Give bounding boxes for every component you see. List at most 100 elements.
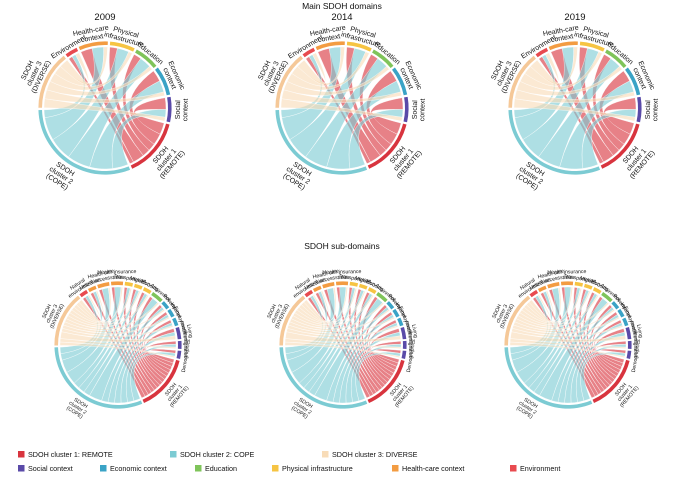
- arc-pov: [386, 301, 395, 310]
- legend-swatch: [322, 451, 329, 458]
- label-liv: Livingconditions: [404, 319, 420, 345]
- label-cl1: SDOHcluster 1(REMOTE): [617, 140, 656, 181]
- ribbons: [59, 286, 177, 404]
- label-line: Living: [410, 324, 418, 339]
- label-trans: Transportation: [338, 273, 372, 285]
- arc-imm: [402, 340, 407, 350]
- arc-hc: [315, 41, 345, 51]
- ribbons: [43, 46, 167, 170]
- ribbons: [509, 286, 627, 404]
- arc-util: [537, 285, 547, 293]
- legend-item: SDOH cluster 2: COPE: [170, 450, 254, 459]
- arc-util: [312, 285, 322, 293]
- arc-soc: [166, 96, 172, 123]
- legend-item: SDOH cluster 1: REMOTE: [18, 450, 113, 459]
- label-line: context: [182, 99, 190, 122]
- arc-hc: [78, 41, 108, 51]
- label-trans: Transportation: [113, 273, 147, 285]
- label-line: context: [81, 33, 105, 44]
- arc-econ: [392, 67, 408, 96]
- ribbons: [280, 46, 404, 170]
- chord-diagram-main-2019: SDOHcluster 1(REMOTE)SDOHcluster 2(COPE)…: [490, 24, 659, 191]
- arc-cl1: [367, 123, 407, 169]
- arc-mig: [133, 283, 143, 290]
- label-demo: Demographics: [181, 338, 192, 372]
- arc-emp: [172, 317, 179, 327]
- label-liv: Livingconditions: [629, 319, 645, 345]
- label-hins: Health insurancestatus: [322, 269, 361, 281]
- arc-cl3: [279, 295, 306, 346]
- ribbon-cl2-nat: [509, 295, 549, 354]
- label-line: Demographics: [631, 338, 642, 372]
- main-domains-title: Main SDOH domains: [302, 1, 382, 11]
- ribbons: [284, 286, 402, 404]
- arc-cl3: [275, 55, 303, 108]
- label-line: status: [335, 275, 349, 281]
- arc-nat: [304, 289, 314, 298]
- label-line: status: [110, 275, 124, 281]
- label-line: Immigration: [182, 331, 188, 358]
- arc-pov: [611, 301, 620, 310]
- label-line: Transportation: [338, 273, 372, 285]
- arc-cl1: [130, 123, 170, 169]
- year-title-2019: 2019: [564, 12, 585, 23]
- arc-trans: [574, 281, 584, 287]
- arc-nat: [79, 289, 89, 298]
- arc-phys: [109, 41, 135, 52]
- ribbon-cl3-env: [530, 52, 559, 85]
- label-line: Demographics: [406, 338, 417, 372]
- arc-inc: [167, 308, 175, 318]
- arc-demo: [176, 350, 182, 359]
- chord-diagram-main-2009: SDOHcluster 1(REMOTE)SDOHcluster 2(COPE)…: [20, 24, 190, 191]
- arc-econ: [625, 67, 641, 96]
- label-line: conditions: [404, 320, 414, 344]
- ribbon-cl2-nat: [284, 295, 324, 354]
- arc-util: [87, 285, 97, 293]
- arc-liv: [400, 326, 407, 340]
- arc-cl1: [142, 359, 180, 404]
- arc-hca: [547, 282, 560, 289]
- label-hins: Health insurancestatus: [547, 269, 586, 281]
- legend-item: Education: [195, 464, 237, 473]
- legend-label: Education: [205, 464, 237, 473]
- ribbon-cl3-nat: [78, 294, 102, 322]
- arc-imm: [627, 340, 632, 350]
- arc-liv: [625, 326, 632, 340]
- label-line: Health insurance: [547, 269, 586, 276]
- legend-item: Health-care context: [392, 464, 464, 473]
- arc-hins: [560, 281, 574, 286]
- legend-item: Environment: [510, 464, 560, 473]
- label-liv: Livingconditions: [179, 319, 195, 345]
- arc-hins: [335, 281, 349, 286]
- label-line: access: [544, 275, 561, 285]
- label-line: SDOH: [266, 303, 278, 319]
- label-line: status: [560, 275, 574, 281]
- arc-trans: [349, 281, 359, 287]
- chord-diagram-main-2014: SDOHcluster 1(REMOTE)SDOHcluster 2(COPE)…: [257, 24, 426, 191]
- label-imm: Immigration: [407, 331, 413, 358]
- arc-segments: [54, 281, 182, 409]
- label-cl3: SDOHcluster 3(DIVERSE): [264, 298, 291, 329]
- arc-inc: [392, 308, 400, 318]
- arc-labels: SDOHcluster 1(REMOTE)SDOHcluster 2(COPE)…: [264, 268, 420, 420]
- label-line: access: [94, 275, 111, 285]
- legend-label: Physical infrastructure: [282, 464, 353, 473]
- year-title-2014: 2014: [331, 12, 352, 23]
- label-line: conditions: [179, 320, 189, 344]
- arc-soc: [636, 96, 642, 123]
- label-line: Demographics: [181, 338, 192, 372]
- legend-swatch: [392, 465, 399, 472]
- label-cl1: SDOHcluster 1(REMOTE): [384, 140, 423, 181]
- legend-swatch: [195, 465, 202, 472]
- label-line: Immigration: [407, 331, 413, 358]
- arc-hc: [548, 41, 578, 51]
- legend-swatch: [510, 465, 517, 472]
- arc-inc: [617, 308, 625, 318]
- arc-env: [302, 47, 316, 58]
- label-line: context: [551, 33, 575, 44]
- chord-diagram-sub-2019: SDOHcluster 1(REMOTE)SDOHcluster 2(COPE)…: [491, 268, 645, 420]
- legend-label: Health-care context: [402, 464, 464, 473]
- label-line: Social: [412, 100, 419, 120]
- arc-phys: [579, 41, 605, 52]
- label-demo: Demographics: [631, 338, 642, 372]
